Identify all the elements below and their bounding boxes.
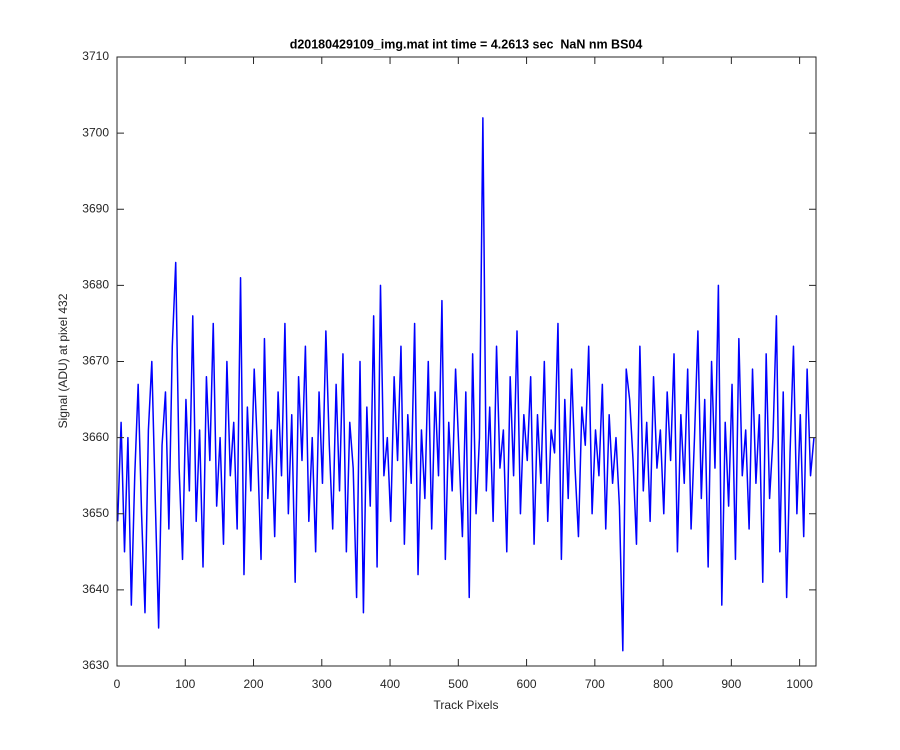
y-tick-label: 3660	[82, 430, 109, 444]
x-tick-label: 700	[585, 677, 605, 691]
x-tick-label: 0	[114, 677, 121, 691]
x-tick-label: 800	[653, 677, 673, 691]
y-tick-label: 3650	[82, 506, 109, 520]
y-tick-label: 3630	[82, 658, 109, 672]
y-tick-label: 3640	[82, 582, 109, 596]
x-axis-label: Track Pixels	[434, 698, 499, 712]
data-line	[116, 117, 815, 652]
y-tick-label: 3680	[82, 278, 109, 292]
x-tick-label: 600	[517, 677, 537, 691]
y-tick-label: 3700	[82, 125, 109, 139]
x-tick-label: 300	[312, 677, 332, 691]
x-tick-label: 400	[380, 677, 400, 691]
y-tick-label: 3710	[82, 49, 109, 63]
y-tick-label: 3690	[82, 201, 109, 215]
x-tick-label: 200	[244, 677, 264, 691]
x-tick-label: 100	[175, 677, 195, 691]
x-tick-label: 1000	[786, 677, 813, 691]
chart-title: d20180429109_img.mat int time = 4.2613 s…	[290, 37, 643, 51]
y-axis-label: Signal (ADU) at pixel 432	[56, 293, 70, 428]
y-tick-label: 3670	[82, 354, 109, 368]
x-tick-label: 900	[721, 677, 741, 691]
x-tick-label: 500	[448, 677, 468, 691]
